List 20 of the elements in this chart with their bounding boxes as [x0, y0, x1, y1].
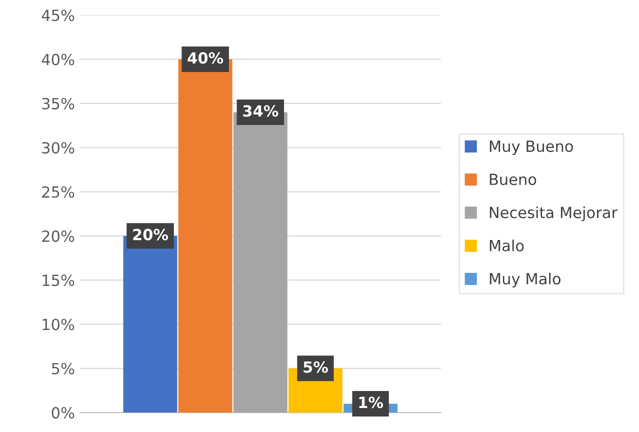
- legend-label: Necesita Mejorar: [490, 206, 618, 222]
- y-tick-label: 15%: [42, 274, 74, 286]
- data-label: 34%: [243, 105, 278, 117]
- y-tick-label: 5%: [52, 362, 74, 374]
- y-tick-label: 0%: [52, 407, 74, 419]
- legend-label: Muy Malo: [490, 272, 560, 288]
- legend-label: Bueno: [490, 174, 536, 186]
- y-tick-label: 45%: [42, 10, 74, 22]
- y-tick-label: 10%: [42, 318, 74, 330]
- y-tick-label: 30%: [42, 142, 74, 154]
- y-tick-label: 20%: [42, 230, 74, 242]
- data-label: 40%: [188, 52, 224, 64]
- legend-label: Malo: [490, 240, 524, 252]
- y-tick-label: 25%: [42, 186, 74, 198]
- y-tick-label: 35%: [42, 98, 74, 110]
- data-label: 20%: [133, 228, 168, 240]
- data-label: 5%: [304, 361, 328, 373]
- legend-label: Muy Bueno: [490, 140, 573, 155]
- y-tick-label: 40%: [42, 54, 74, 66]
- data-label: 1%: [359, 396, 384, 408]
